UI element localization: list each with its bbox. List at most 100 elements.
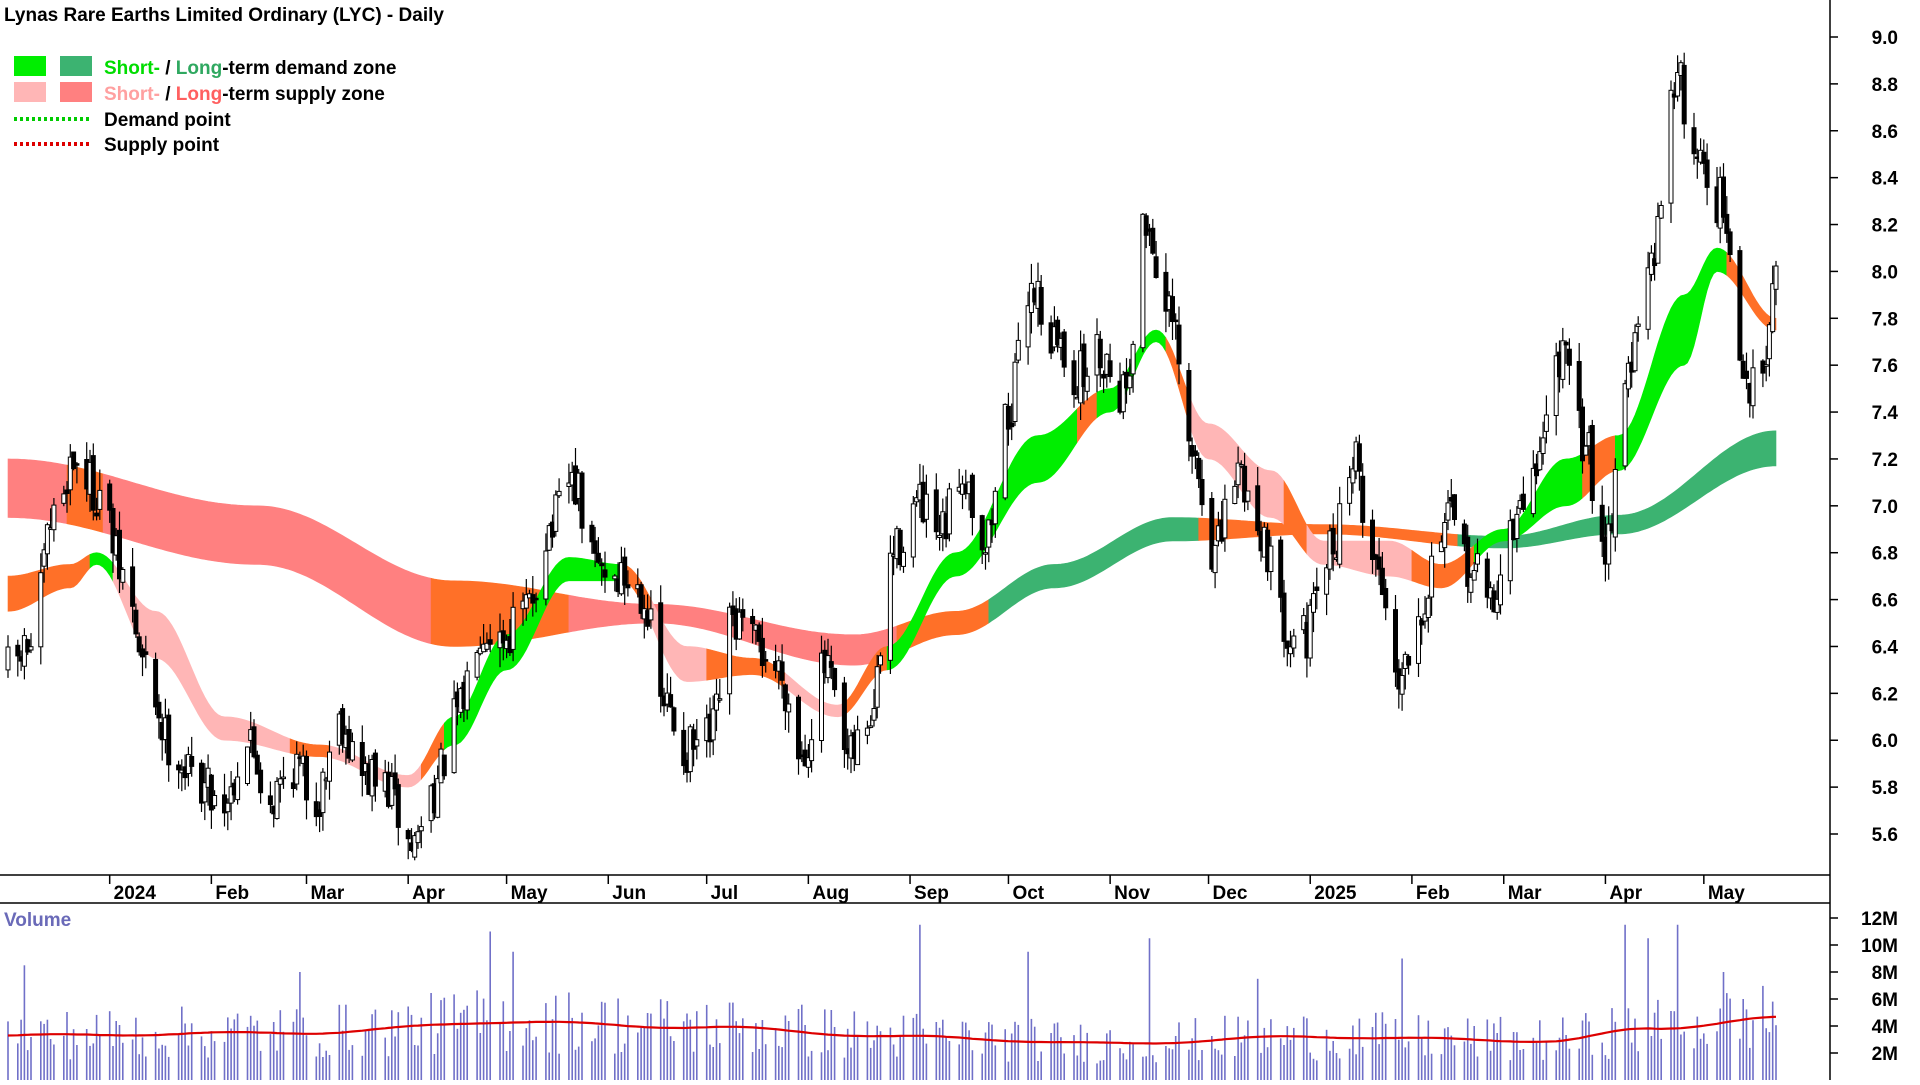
candle-body (1606, 523, 1612, 565)
candle-body (1429, 555, 1435, 598)
candle-body (1199, 479, 1205, 506)
candle-body (1744, 370, 1749, 379)
candle-body (1691, 127, 1697, 155)
candle-body (156, 701, 162, 719)
candle-body (166, 714, 172, 766)
candle-body (1222, 498, 1228, 539)
candle-body (1773, 265, 1779, 290)
candle-body (714, 693, 719, 711)
candle-body (1658, 205, 1664, 219)
legend-supply-rest: -term supply zone (222, 84, 385, 105)
chart-title: Lynas Rare Earths Limited Ordinary (LYC)… (4, 5, 444, 26)
candle-body (1015, 339, 1021, 361)
candle-body (359, 742, 365, 776)
candle-body (235, 776, 241, 801)
candle-body (878, 655, 883, 666)
date-tick-label: Feb (1416, 883, 1450, 904)
candle-body (1701, 151, 1707, 164)
candle-body (1465, 536, 1471, 587)
volume-tick-label: 10M (1861, 936, 1898, 957)
candle-body (855, 729, 861, 766)
candle-body (901, 551, 906, 567)
candle-body (1416, 616, 1421, 664)
price-tick-label: 8.2 (1872, 216, 1898, 237)
legend-supply-zone: Short- / Long-term supply zone (104, 84, 385, 105)
candle-body (1038, 287, 1044, 325)
candle-body (405, 830, 411, 840)
candle-body (41, 549, 47, 567)
legend: Short- / Long-term demand zone Short- / … (14, 56, 396, 156)
candle-body (313, 801, 319, 818)
candle-body (750, 616, 756, 625)
candle-body (595, 552, 601, 563)
candle-body (1324, 567, 1330, 595)
price-tick-label: 5.8 (1872, 778, 1898, 799)
candle-body (1176, 324, 1182, 365)
candle-body (67, 456, 73, 491)
candle-body (254, 754, 260, 775)
legend-demand-rest: -term demand zone (222, 58, 396, 79)
candle-body (1376, 556, 1382, 570)
candle-body (589, 524, 595, 543)
candle-body (38, 572, 44, 648)
legend-demand-long: Long (176, 58, 222, 79)
date-tick-label: Sep (914, 883, 949, 904)
candle-body (1311, 593, 1316, 613)
candle-body (1163, 271, 1169, 312)
candle-body (317, 809, 323, 818)
candle-body (1655, 216, 1661, 264)
candle-body (1632, 332, 1638, 372)
candle-body (1442, 522, 1448, 549)
candle-body (1475, 553, 1480, 565)
candle-body (1445, 502, 1451, 521)
candle-body (992, 490, 998, 525)
candle-body (1507, 520, 1513, 582)
candle-body (44, 524, 50, 555)
date-tick-label: Apr (412, 883, 445, 904)
candle-body (133, 609, 139, 635)
candle-body (756, 624, 762, 642)
candle-body (1081, 343, 1087, 388)
candle-body (841, 682, 847, 750)
candle-body (74, 463, 80, 466)
candle-body (612, 575, 618, 580)
candle-body (1452, 494, 1457, 521)
candle-body (1583, 445, 1589, 456)
candle-body (1005, 405, 1011, 430)
candle-body (638, 584, 644, 614)
candle-body (1580, 406, 1585, 462)
long-zone-band (7, 458, 68, 525)
candle-body (1055, 319, 1061, 346)
candle-body (1494, 598, 1500, 613)
candle-body (923, 493, 929, 520)
candle-body (1419, 619, 1425, 626)
candle-body (1012, 361, 1018, 423)
candle-body (1130, 343, 1136, 375)
candle-body (864, 727, 870, 736)
candle-body (710, 708, 716, 741)
candle-body (1196, 457, 1202, 480)
candle-body (349, 741, 355, 761)
candle-body (1314, 586, 1320, 591)
candle-body (500, 630, 506, 644)
price-tick-label: 9.0 (1872, 28, 1898, 49)
candle-body (1406, 656, 1412, 666)
candle-body (372, 752, 378, 787)
candle-body (1120, 374, 1126, 413)
candle-body (1025, 305, 1031, 348)
date-tick-label: Oct (1012, 883, 1044, 904)
candle-body (1721, 176, 1726, 218)
candle-body (1675, 72, 1681, 97)
date-tick-label: 2024 (114, 883, 157, 904)
volume-bars (7, 924, 1777, 1080)
candle-body (553, 494, 559, 532)
candle-body (1101, 373, 1107, 379)
candle-body (1071, 360, 1077, 396)
candle-body (874, 666, 880, 708)
date-tick-label: Apr (1609, 883, 1642, 904)
candle-body (1589, 425, 1595, 501)
candle-body (1288, 646, 1293, 655)
candle-body (1186, 370, 1192, 442)
candle-body (533, 597, 539, 601)
candle-body (1612, 469, 1618, 538)
